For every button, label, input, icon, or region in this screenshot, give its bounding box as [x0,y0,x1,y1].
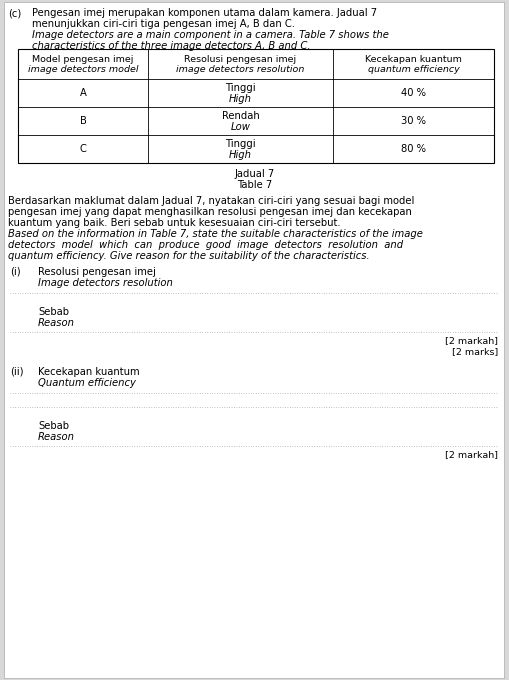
Text: Tinggi: Tinggi [225,139,256,149]
Text: Sebab: Sebab [38,307,69,317]
Text: (c): (c) [8,8,21,18]
Text: Image detectors resolution: Image detectors resolution [38,278,173,288]
Text: (i): (i) [10,267,21,277]
Text: Tinggi: Tinggi [225,83,256,93]
Text: quantum efficiency: quantum efficiency [367,65,460,73]
FancyBboxPatch shape [18,49,494,163]
Text: menunjukkan ciri-ciri tiga pengesan imej A, B dan C.: menunjukkan ciri-ciri tiga pengesan imej… [32,19,295,29]
Text: Jadual 7: Jadual 7 [234,169,275,179]
Text: characteristics of the three image detectors A, B and C.: characteristics of the three image detec… [32,41,310,51]
Text: quantum efficiency. Give reason for the suitability of the characteristics.: quantum efficiency. Give reason for the … [8,251,370,261]
Text: Resolusi pengesan imej: Resolusi pengesan imej [38,267,156,277]
Text: High: High [229,150,252,160]
Text: A: A [79,88,87,98]
Text: [2 marks]: [2 marks] [452,347,498,356]
Text: Kecekapan kuantum: Kecekapan kuantum [365,54,462,63]
Text: Image detectors are a main component in a camera. Table 7 shows the: Image detectors are a main component in … [32,30,389,40]
Text: detectors  model  which  can  produce  good  image  detectors  resolution  and: detectors model which can produce good i… [8,240,403,250]
Text: C: C [79,144,87,154]
Text: [2 markah]: [2 markah] [445,450,498,459]
Text: B: B [79,116,87,126]
Text: Model pengesan imej: Model pengesan imej [32,54,134,63]
Text: Sebab: Sebab [38,421,69,431]
Text: image detectors model: image detectors model [28,65,138,73]
Text: Quantum efficiency: Quantum efficiency [38,378,136,388]
Text: High: High [229,94,252,104]
Text: 80 %: 80 % [401,144,426,154]
Text: Resolusi pengesan imej: Resolusi pengesan imej [184,54,297,63]
Text: Low: Low [231,122,250,132]
Text: pengesan imej yang dapat menghasilkan resolusi pengesan imej dan kecekapan: pengesan imej yang dapat menghasilkan re… [8,207,412,217]
Text: Reason: Reason [38,318,75,328]
Text: Table 7: Table 7 [237,180,272,190]
Text: Pengesan imej merupakan komponen utama dalam kamera. Jadual 7: Pengesan imej merupakan komponen utama d… [32,8,377,18]
Text: kuantum yang baik. Beri sebab untuk kesesuaian ciri-ciri tersebut.: kuantum yang baik. Beri sebab untuk kese… [8,218,341,228]
Text: Reason: Reason [38,432,75,442]
Text: Kecekapan kuantum: Kecekapan kuantum [38,367,139,377]
Text: 30 %: 30 % [401,116,426,126]
Text: Based on the information in Table 7, state the suitable characteristics of the i: Based on the information in Table 7, sta… [8,229,423,239]
Text: (ii): (ii) [10,367,23,377]
Text: image detectors resolution: image detectors resolution [176,65,305,73]
FancyBboxPatch shape [4,2,504,678]
Text: 40 %: 40 % [401,88,426,98]
Text: Berdasarkan maklumat dalam Jadual 7, nyatakan ciri-ciri yang sesuai bagi model: Berdasarkan maklumat dalam Jadual 7, nya… [8,196,414,206]
Text: Rendah: Rendah [221,111,260,121]
Text: [2 markah]: [2 markah] [445,336,498,345]
